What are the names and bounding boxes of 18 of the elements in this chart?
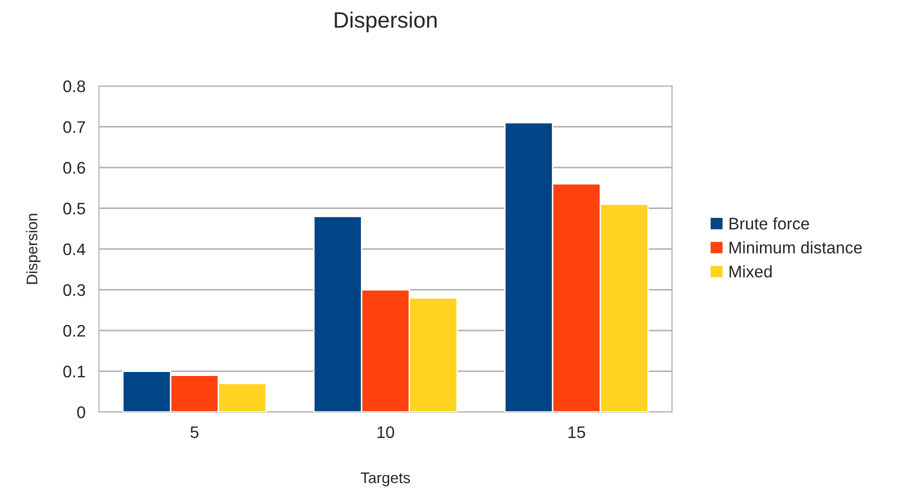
- x-tick-label: 10: [378, 426, 394, 438]
- y-tick-label: 0.3: [63, 284, 86, 296]
- y-tick-label: 0.7: [63, 121, 85, 133]
- legend-label: Minimum distance: [730, 241, 862, 254]
- y-tick-label: 0.2: [63, 324, 85, 337]
- legend-label: Mixed: [730, 265, 772, 278]
- y-tick-label: 0.4: [63, 243, 86, 256]
- y-axis-title: Dispersion: [26, 214, 40, 284]
- x-axis-title: Targets: [360, 472, 410, 486]
- y-tick-label: 0.1: [63, 366, 85, 378]
- y-tick-label: 0.5: [63, 202, 86, 214]
- x-tick-label: 15: [568, 426, 586, 438]
- y-tick-label: 0: [77, 406, 86, 418]
- y-tick-label: 0.6: [63, 162, 86, 174]
- x-tick-label: 5: [190, 426, 198, 438]
- y-tick-label: 0.8: [63, 80, 86, 92]
- chart-title: Dispersion: [334, 12, 437, 32]
- legend-label: Brute force: [730, 217, 810, 230]
